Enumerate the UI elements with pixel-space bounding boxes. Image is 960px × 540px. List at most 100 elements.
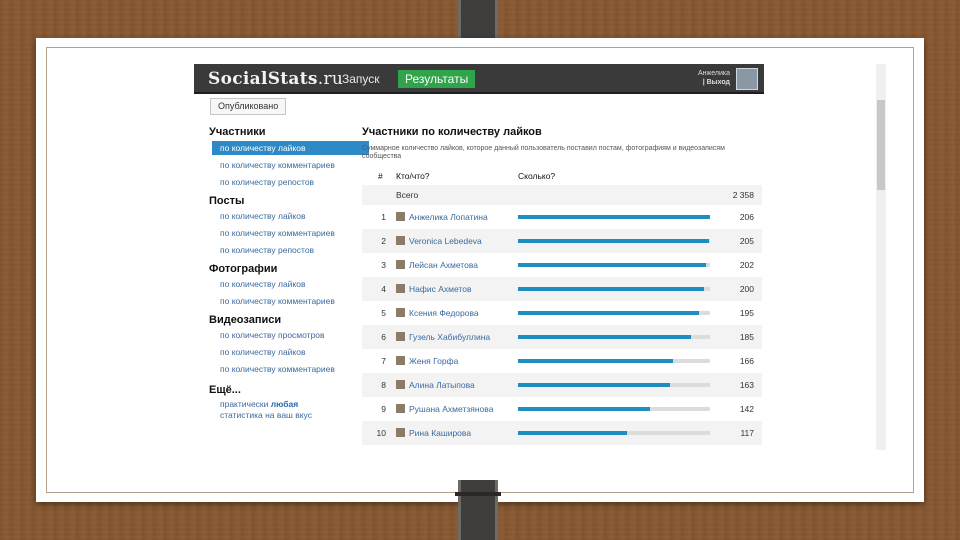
total-label: Всего	[396, 190, 419, 200]
sidebar-item-videos-comments[interactable]: по количеству комментариев	[220, 364, 335, 374]
user-name[interactable]: Гузель Хабибуллина	[409, 332, 491, 342]
row-rank: 8	[381, 380, 386, 390]
sidebar-item-participants-reposts[interactable]: по количеству репостов	[220, 177, 315, 187]
row-value: 195	[739, 308, 754, 318]
section-title: Фотографии	[209, 263, 278, 275]
user-link[interactable]: Рина Каширова	[396, 421, 471, 445]
user-link[interactable]: Алина Латыпова	[396, 373, 475, 397]
likes-bar	[518, 335, 691, 339]
user-link[interactable]: Veronica Lebedeva	[396, 229, 482, 253]
sidebar-item-photos-likes[interactable]: по количеству лайков	[220, 279, 306, 289]
user-name[interactable]: Алина Латыпова	[409, 380, 475, 390]
user-menu[interactable]: Анжелика | Выход	[698, 69, 730, 87]
section-photos: Фотографии по количеству лайков по колич…	[209, 263, 369, 308]
section-posts: Посты по количеству лайков по количеству…	[209, 195, 369, 257]
table-row: 10 Рина Каширова 117	[362, 421, 762, 445]
nav-results-button[interactable]: Результаты	[398, 70, 476, 88]
section-title: Ещё...	[209, 384, 241, 396]
table-row: 9 Рушана Ахметзянова 142	[362, 397, 762, 421]
logout-link[interactable]: | Выход	[702, 79, 730, 86]
table-row: 7 Женя Горфа 166	[362, 349, 762, 373]
more-text-2: статистика на ваш вкус	[220, 410, 312, 420]
user-link[interactable]: Женя Горфа	[396, 349, 458, 373]
scrollbar-thumb[interactable]	[877, 100, 885, 190]
likes-bar-track	[518, 431, 710, 435]
page-title: Участники по количеству лайков	[362, 126, 542, 138]
row-value: 166	[739, 356, 754, 366]
sidebar-item-videos-likes[interactable]: по количеству лайков	[220, 347, 306, 357]
user-link[interactable]: Гузель Хабибуллина	[396, 325, 490, 349]
sidebar-item-videos-views[interactable]: по количеству просмотров	[220, 330, 325, 340]
likes-bar	[518, 239, 710, 243]
likes-bar	[518, 431, 628, 435]
avatar[interactable]	[736, 68, 758, 90]
sidebar-item-posts-comments[interactable]: по количеству комментариев	[220, 228, 335, 238]
user-name[interactable]: Рушана Ахметзянова	[409, 404, 494, 414]
ranking-table: 1 Анжелика Лопатина 206 2 Veronica Lebedeva 2…	[362, 205, 762, 445]
row-rank: 7	[381, 356, 386, 366]
likes-bar-track	[518, 215, 710, 219]
likes-bar	[518, 311, 700, 315]
table-row: 3 Лейсан Ахметова 202	[362, 253, 762, 277]
likes-bar-track	[518, 239, 710, 243]
user-avatar-icon	[396, 356, 405, 365]
user-name[interactable]: Veronica Lebedeva	[409, 236, 482, 246]
published-button[interactable]: Опубликовано	[210, 98, 287, 115]
user-avatar-icon	[396, 308, 405, 317]
user-name[interactable]: Лейсан Ахметова	[409, 260, 478, 270]
user-name[interactable]: Нафис Ахметов	[409, 284, 472, 294]
row-rank: 2	[381, 236, 386, 246]
logo[interactable]: SocialStats.ru	[208, 69, 344, 89]
likes-bar-track	[518, 335, 710, 339]
user-link[interactable]: Нафис Ахметов	[396, 277, 471, 301]
table-row: 1 Анжелика Лопатина 206	[362, 205, 762, 229]
sidebar-item-photos-comments[interactable]: по количеству комментариев	[220, 296, 335, 306]
total-value: 2 358	[732, 190, 754, 200]
sidebar-item-participants-likes[interactable]: по количеству лайков	[212, 141, 369, 155]
user-link[interactable]: Ксения Федорова	[396, 301, 479, 325]
row-rank: 10	[376, 428, 386, 438]
user-link[interactable]: Анжелика Лопатина	[396, 205, 488, 229]
likes-bar	[518, 407, 651, 411]
scrollbar[interactable]	[876, 64, 886, 450]
likes-bar-track	[518, 359, 710, 363]
row-value: 142	[739, 404, 754, 414]
likes-bar	[518, 215, 710, 219]
row-value: 205	[739, 236, 754, 246]
row-value: 163	[739, 380, 754, 390]
nav-launch[interactable]: Запуск	[342, 72, 380, 86]
user-link[interactable]: Лейсан Ахметова	[396, 253, 478, 277]
table-row: 4 Нафис Ахметов 200	[362, 277, 762, 301]
likes-bar-track	[518, 263, 710, 267]
leather-strap-bottom	[455, 480, 501, 540]
likes-bar	[518, 263, 707, 267]
sidebar-item-participants-comments[interactable]: по количеству комментариев	[220, 160, 335, 170]
section-title: Видеозаписи	[209, 314, 282, 326]
row-value: 185	[739, 332, 754, 342]
row-value: 202	[739, 260, 754, 270]
table-header: # Кто/что? Сколько?	[362, 169, 762, 185]
sidebar-item-posts-likes[interactable]: по количеству лайков	[220, 211, 306, 221]
user-name[interactable]: Анжелика Лопатина	[409, 212, 488, 222]
row-value: 200	[739, 284, 754, 294]
user-avatar-icon	[396, 428, 405, 437]
user-link[interactable]: Рушана Ахметзянова	[396, 397, 493, 421]
user-name[interactable]: Женя Горфа	[409, 356, 459, 366]
col-who: Кто/что?	[396, 171, 430, 181]
sidebar: Участники по количеству лайков по количе…	[209, 126, 369, 421]
likes-bar-track	[518, 383, 710, 387]
user-avatar-icon	[396, 380, 405, 389]
likes-bar-track	[518, 311, 710, 315]
likes-bar-track	[518, 407, 710, 411]
user-name[interactable]: Рина Каширова	[409, 428, 472, 438]
row-rank: 1	[381, 212, 386, 222]
total-row: Всего 2 358	[362, 185, 762, 205]
user-avatar-icon	[396, 212, 405, 221]
row-rank: 5	[381, 308, 386, 318]
section-more: Ещё... практически любая статистика на в…	[209, 384, 369, 421]
sidebar-item-posts-reposts[interactable]: по количеству репостов	[220, 245, 315, 255]
user-avatar-icon	[396, 284, 405, 293]
top-bar: SocialStats.ru Запуск Результаты Анжелик…	[194, 64, 764, 94]
table-row: 5 Ксения Федорова 195	[362, 301, 762, 325]
user-name[interactable]: Ксения Федорова	[409, 308, 479, 318]
